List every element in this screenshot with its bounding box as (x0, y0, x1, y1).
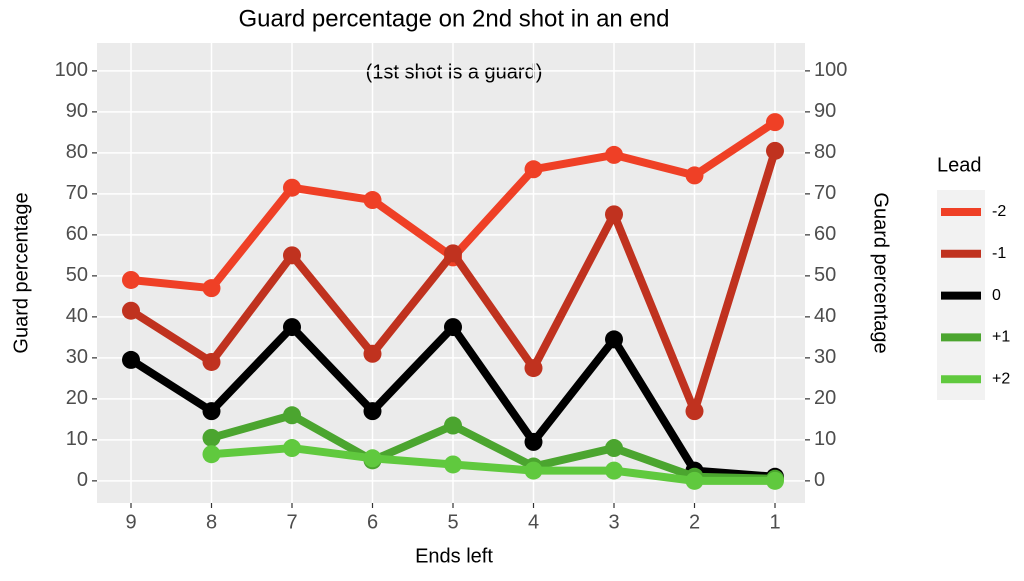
y-tick-label: 30 (66, 346, 88, 368)
y2-tick-label: 0 (814, 469, 825, 491)
data-point (524, 461, 543, 480)
data-point (605, 145, 623, 164)
data-point (524, 359, 543, 378)
x-tick-label: 5 (447, 511, 458, 533)
y-tick-label: 50 (66, 264, 88, 286)
y-axis-title: Guard percentage (10, 192, 32, 353)
y-tick-label: 70 (66, 182, 88, 204)
data-point (605, 330, 623, 349)
data-point (283, 178, 301, 197)
series-line (210, 411, 776, 483)
x-tick-label: 9 (125, 511, 136, 533)
data-point (685, 166, 704, 185)
data-point (283, 318, 301, 337)
data-point (766, 471, 784, 490)
y-tick-label: 0 (77, 469, 88, 491)
legend-label: -2 (992, 203, 1006, 220)
y2-tick-label: 80 (814, 141, 836, 163)
y-tick-label: 40 (66, 305, 88, 327)
y-tick-label: 60 (66, 223, 88, 245)
data-point (363, 449, 382, 468)
data-point (122, 270, 140, 289)
y2-tick-label: 40 (814, 305, 836, 327)
y2-tick-label: 100 (814, 59, 847, 81)
y2-tick-label: 10 (814, 428, 836, 450)
data-point (444, 455, 462, 474)
y-tick-label: 80 (66, 141, 88, 163)
data-point (524, 432, 543, 451)
data-point (202, 402, 221, 421)
y2-tick-label: 50 (814, 264, 836, 286)
x-axis-title: Ends left (415, 545, 493, 567)
data-point (605, 461, 623, 480)
y2-tick-label: 60 (814, 223, 836, 245)
x-tick-label: 7 (286, 511, 297, 533)
chart-title: Guard percentage on 2nd shot in an end (239, 5, 670, 32)
y2-tick-label: 30 (814, 346, 836, 368)
data-point (363, 402, 382, 421)
y2-tick-label: 90 (814, 100, 836, 122)
data-point (444, 244, 462, 263)
y-tick-label: 20 (66, 387, 88, 409)
data-point (363, 344, 382, 363)
x-tick-label: 6 (367, 511, 378, 533)
data-point (202, 445, 221, 464)
legend-title: Lead (937, 154, 982, 176)
data-point (685, 471, 704, 490)
x-tick-label: 4 (528, 511, 539, 533)
y2-tick-label: 70 (814, 182, 836, 204)
data-point (685, 402, 704, 421)
data-point (202, 279, 221, 298)
x-tick-label: 2 (689, 511, 700, 533)
series-line (211, 444, 775, 485)
data-point (122, 301, 140, 320)
data-point (363, 191, 382, 210)
data-point (202, 428, 221, 447)
legend-label: +1 (992, 329, 1010, 346)
x-tick-label: 8 (206, 511, 217, 533)
annotation: (1st shot is a guard) (366, 61, 543, 83)
x-tick-label: 1 (769, 511, 780, 533)
data-point (283, 246, 301, 265)
data-point (283, 406, 301, 425)
data-point (605, 439, 623, 458)
data-point (202, 352, 221, 371)
y2-axis-title: Guard percentage (870, 192, 892, 353)
data-point (605, 205, 623, 224)
data-point (444, 318, 462, 337)
legend-label: 0 (992, 287, 1001, 304)
y2-tick-label: 20 (814, 387, 836, 409)
data-point (283, 439, 301, 458)
x-tick-label: 3 (608, 511, 619, 533)
data-point (122, 350, 140, 369)
legend-label: -1 (992, 245, 1006, 262)
legend-label: +2 (992, 370, 1010, 387)
data-point (766, 141, 784, 160)
data-point (524, 160, 543, 179)
y-tick-label: 90 (66, 100, 88, 122)
y-tick-label: 10 (66, 428, 88, 450)
data-point (766, 113, 784, 132)
data-point (444, 416, 462, 435)
y-tick-label: 100 (55, 59, 88, 81)
